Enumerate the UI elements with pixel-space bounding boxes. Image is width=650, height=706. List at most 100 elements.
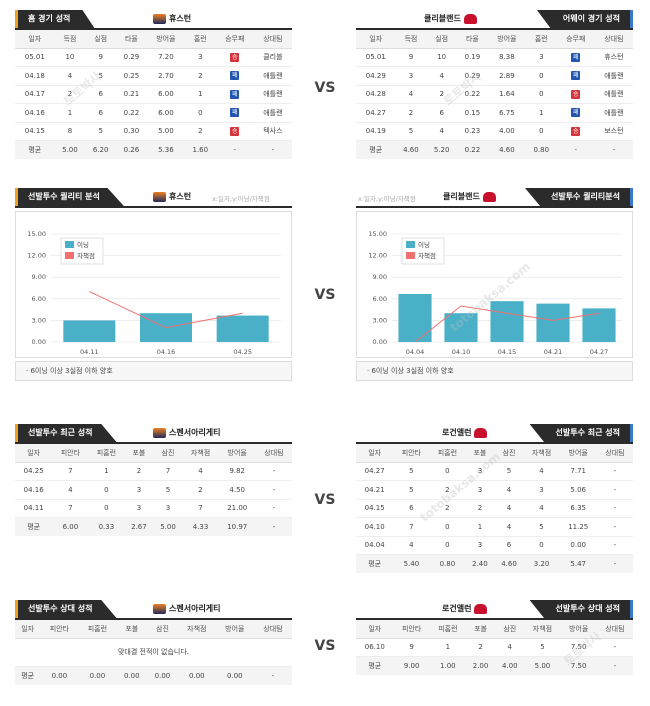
table-cell: 2: [429, 480, 466, 500]
average-cell: 4.60: [487, 140, 526, 159]
table-row: 04.17 2 6 0.21 6.00 1 패 애틀랜: [15, 85, 292, 104]
y-tick-label: 3.00: [32, 316, 46, 324]
table-cell: 04.28: [356, 85, 396, 104]
table-cell: 5: [153, 480, 183, 500]
table-cell: 11.25: [559, 517, 597, 537]
column-header: 방어율: [487, 30, 526, 49]
y-tick-label: 15.00: [27, 230, 46, 238]
starter-recent-panel-left: 선발투수 최근 성적 스펜서아리게티 일자 피안타 피홈런 포볼 삼진 자책점 방어율 상대팀…: [15, 424, 292, 536]
column-header: 상대팀: [253, 620, 292, 639]
bar: [216, 315, 269, 342]
average-cell: 1.00: [429, 656, 466, 675]
average-row: 평균 5.00 6.20 0.26 5.36 1.60- -: [15, 140, 292, 159]
table-cell: 1: [184, 85, 216, 104]
away-record-table: 일자 득점 실점 타율 방어율 홈런 승무패 상대팀 05.01 9 10 0.19 8.38 3 패 휴스턴…: [356, 30, 633, 159]
legend-label: 이닝: [418, 240, 430, 249]
table-cell: 4: [393, 536, 430, 555]
average-cell: -: [215, 140, 254, 159]
starter-quality-panel-left: 선발투수 퀄리티 분석 휴스턴 x:일자,y:이닝/자책점 0.00 3.00 6.…: [15, 188, 292, 381]
table-cell: 패: [215, 66, 254, 86]
table-cell: 애틀랜: [253, 85, 292, 104]
table-cell: 04.27: [356, 462, 394, 481]
x-tick-label: 04.16: [157, 348, 176, 356]
table-row: 04.15 8 5 0.30 5.00 2 승 텍사스: [15, 122, 292, 141]
table-cell: 2: [395, 103, 427, 123]
average-cell: 10.97: [218, 517, 256, 536]
table-cell: 0.22: [457, 85, 488, 104]
table-cell: 9: [395, 48, 427, 67]
home-record-table: 일자 득점 실점 타율 방어율 홈런 승무패 상대팀 05.01 10 9 0.29 7.20 3 승 클리블…: [15, 30, 292, 159]
table-cell: 4: [494, 517, 524, 537]
average-cell: 0.26: [116, 140, 147, 159]
table-cell: 3: [153, 499, 183, 518]
table-cell: 4: [523, 462, 560, 481]
table-cell: 보스턴: [594, 122, 633, 141]
table-cell: 0: [429, 517, 466, 537]
table-cell: 3: [465, 462, 495, 481]
column-header: 방어율: [146, 30, 185, 49]
empty-message: 맞대결 전적이 없습니다.: [15, 638, 292, 667]
table-cell: 5: [395, 122, 427, 141]
average-cell: 5.00: [524, 656, 561, 675]
table-cell: 9: [85, 48, 117, 67]
legend-swatch: [65, 241, 74, 248]
table-cell: 패: [556, 103, 595, 123]
table-cell: 애틀랜: [594, 85, 633, 104]
average-cell: 7.50: [560, 656, 597, 675]
houston-logo-icon: [153, 427, 166, 438]
table-cell: 0.19: [457, 48, 488, 67]
column-header: 일자: [356, 30, 396, 49]
table-cell: 7: [393, 517, 430, 537]
table-cell: 04.17: [15, 85, 55, 104]
average-cell: 0.00: [40, 666, 79, 685]
table-cell: 04.16: [15, 480, 53, 500]
table-row: 04.25 7 1 2 7 4 9.82-: [15, 462, 292, 481]
column-header: 피홈런: [429, 444, 466, 463]
table-row: 04.27 2 6 0.15 6.75 1 패 애틀랜: [356, 103, 633, 123]
column-header: 자책점: [524, 620, 561, 639]
legend-label: 자책점: [77, 251, 95, 260]
table-cell: 7: [52, 462, 89, 481]
table-cell: 휴스턴: [594, 48, 633, 67]
table-row: 04.21 5 2 3 4 3 5.06-: [356, 480, 633, 500]
table-cell: 애틀랜: [253, 103, 292, 123]
average-cell: 4.33: [182, 517, 219, 536]
table-cell: 6.00: [146, 85, 185, 104]
table-cell: 1: [525, 103, 557, 123]
cleveland-logo-icon: [474, 603, 488, 614]
average-cell: 9.00: [393, 656, 430, 675]
table-cell: -: [596, 517, 633, 537]
table-cell: 3: [124, 499, 154, 518]
y-tick-label: 0.00: [32, 338, 46, 346]
table-cell: 5: [523, 517, 560, 537]
table-cell: 4: [494, 480, 524, 500]
table-cell: 7.71: [559, 462, 597, 481]
table-cell: 4: [52, 480, 89, 500]
average-cell: 5.40: [393, 554, 430, 573]
table-cell: 0: [88, 499, 125, 518]
result-badge: 승: [230, 52, 240, 62]
y-tick-label: 6.00: [32, 295, 46, 303]
table-cell: 04.04: [356, 536, 394, 555]
average-cell: 평균: [15, 517, 53, 536]
average-row: 평균 9.00 1.00 2.00 4.00 5.00 7.50-: [356, 656, 633, 675]
table-cell: -: [255, 462, 292, 481]
table-cell: 3: [525, 48, 557, 67]
average-cell: 5.36: [146, 140, 185, 159]
table-cell: 패: [215, 85, 254, 104]
column-header: 피안타: [393, 620, 430, 639]
chart-footnote: · 6이닝 이상 3실점 이하 양호: [15, 361, 292, 381]
axis-note: x:일자,y:이닝/자책점: [358, 195, 416, 203]
average-cell: 4.60: [395, 140, 427, 159]
table-cell: 5: [393, 462, 430, 481]
y-tick-label: 12.00: [368, 252, 387, 260]
average-cell: 4.00: [495, 656, 525, 675]
table-cell: 5: [393, 480, 430, 500]
table-cell: 패: [556, 66, 595, 86]
table-cell: -: [596, 638, 633, 657]
result-badge: 승: [571, 126, 581, 136]
average-cell: 3.20: [523, 554, 560, 573]
bar: [63, 320, 116, 342]
table-cell: 2: [426, 85, 458, 104]
column-header: 피홈런: [429, 620, 466, 639]
